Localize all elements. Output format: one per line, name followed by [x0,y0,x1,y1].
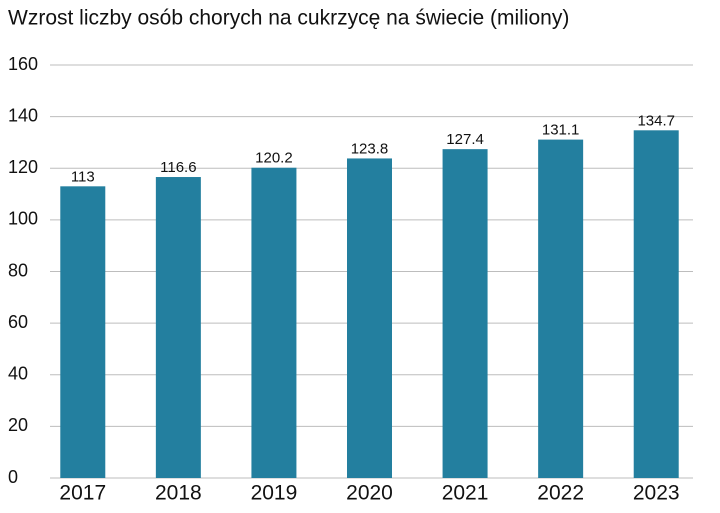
x-tick-label: 2022 [537,482,584,505]
y-tick-label: 160 [8,54,38,74]
bar [347,158,392,478]
chart-title: Wzrost liczby osób chorych na cukrzycę n… [8,7,569,30]
x-tick-label: 2019 [251,482,298,505]
bar [538,139,584,478]
y-tick-label: 100 [8,209,38,229]
x-tick-label: 2023 [633,482,680,505]
value-label: 116.6 [160,159,196,176]
y-tick-label: 40 [8,364,28,384]
y-tick-label: 0 [8,467,18,487]
y-tick-label: 140 [8,105,38,125]
x-tick-label: 2018 [155,482,202,505]
x-tick-label: 2021 [442,482,489,505]
value-label: 131.1 [542,122,580,139]
value-label: 134.7 [637,112,675,129]
x-tick-label: 2017 [59,482,106,505]
y-tick-label: 20 [8,415,28,435]
y-tick-label: 120 [8,157,38,177]
x-tick-label: 2020 [346,482,393,505]
bar [251,167,297,478]
value-label: 113 [71,168,95,185]
value-label: 120.2 [255,150,293,167]
value-label: 123.8 [351,140,389,157]
y-tick-label: 80 [8,260,28,280]
bar [155,177,201,478]
bar [633,130,679,479]
bar [60,186,106,478]
y-tick-label: 60 [8,312,28,332]
bar [442,149,488,478]
value-label: 127.4 [446,131,484,148]
